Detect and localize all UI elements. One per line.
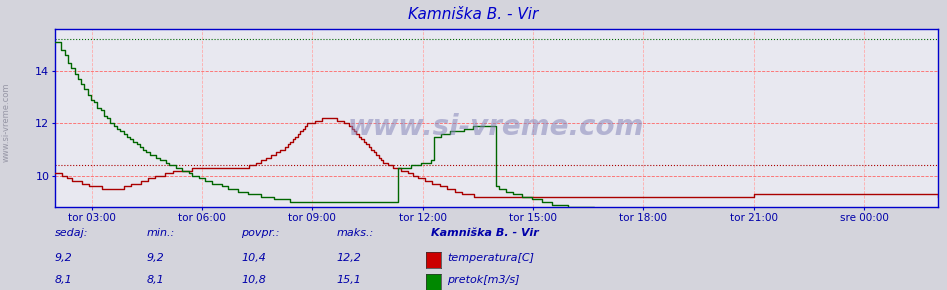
Text: pretok[m3/s]: pretok[m3/s]	[447, 275, 520, 285]
Text: www.si-vreme.com: www.si-vreme.com	[2, 82, 11, 162]
Text: Kamniška B. - Vir: Kamniška B. - Vir	[431, 228, 539, 238]
Text: 8,1: 8,1	[55, 275, 73, 285]
Text: www.si-vreme.com: www.si-vreme.com	[348, 113, 645, 141]
Text: 9,2: 9,2	[55, 253, 73, 263]
Text: Kamniška B. - Vir: Kamniška B. - Vir	[408, 7, 539, 22]
Text: povpr.:: povpr.:	[241, 228, 280, 238]
Text: sedaj:: sedaj:	[55, 228, 88, 238]
Text: 10,4: 10,4	[241, 253, 266, 263]
Text: 10,8: 10,8	[241, 275, 266, 285]
Text: temperatura[C]: temperatura[C]	[447, 253, 534, 263]
Text: 15,1: 15,1	[336, 275, 361, 285]
Text: min.:: min.:	[147, 228, 175, 238]
Text: 12,2: 12,2	[336, 253, 361, 263]
Text: 9,2: 9,2	[147, 253, 165, 263]
Text: 8,1: 8,1	[147, 275, 165, 285]
Text: maks.:: maks.:	[336, 228, 373, 238]
